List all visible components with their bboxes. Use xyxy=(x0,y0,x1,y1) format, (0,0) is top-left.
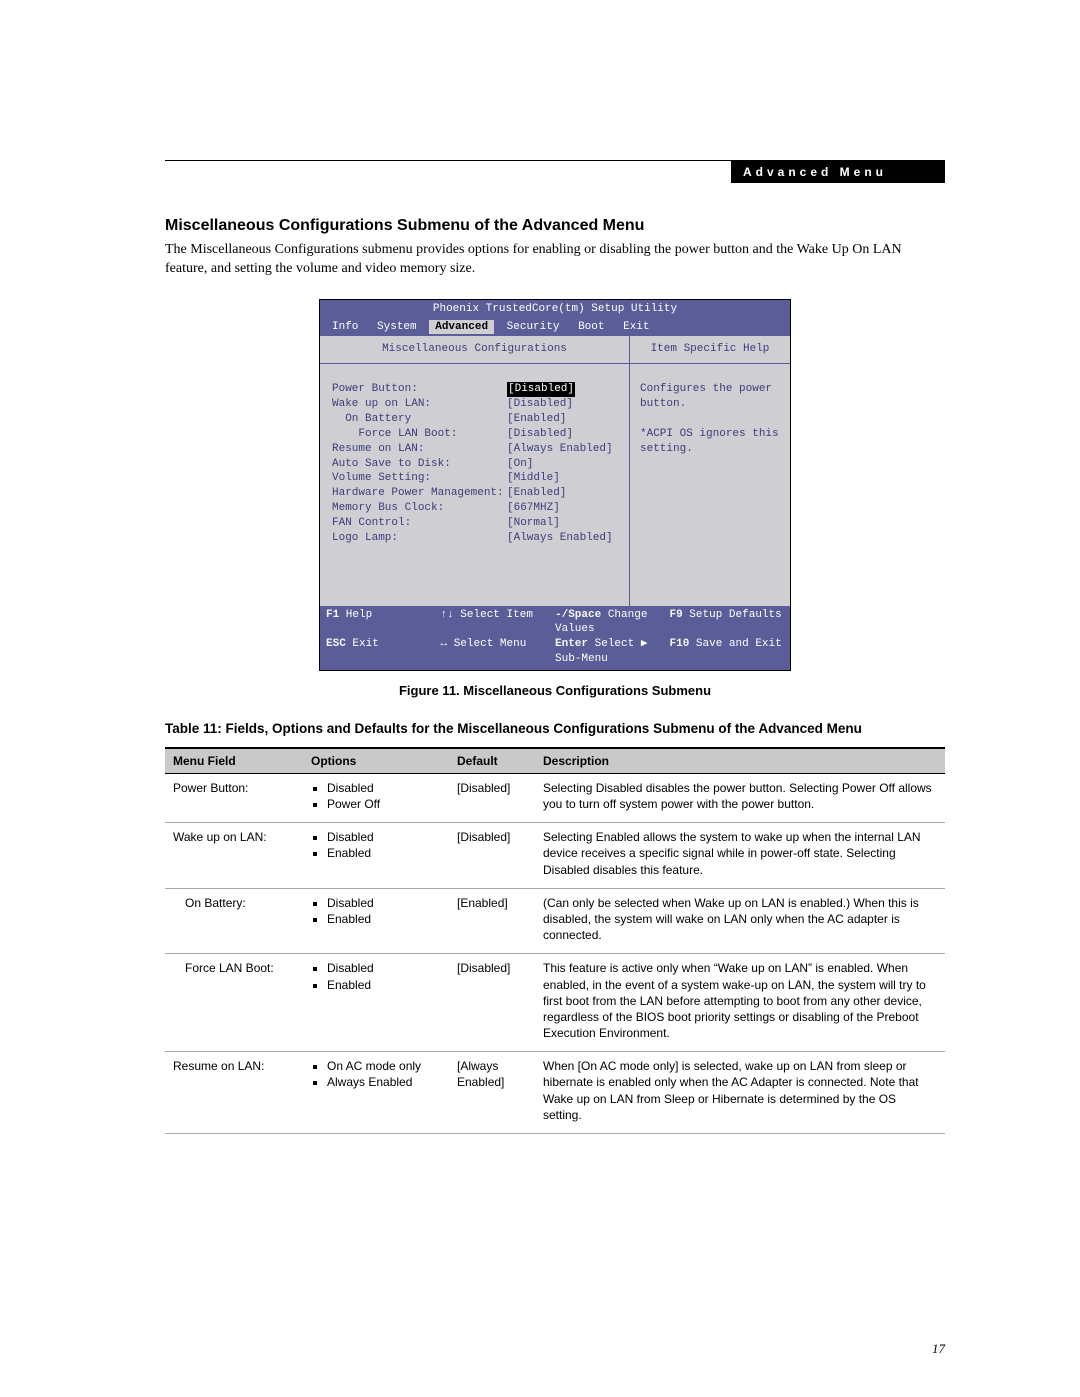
field-cell: Power Button: xyxy=(165,773,303,822)
bios-setting-value: [On] xyxy=(507,457,533,472)
bios-setting-value: [Disabled] xyxy=(507,397,573,412)
bios-setting-label: FAN Control: xyxy=(332,516,507,531)
bios-menu-tab: Security xyxy=(501,320,566,335)
bios-setting-label: Volume Setting: xyxy=(332,471,507,486)
option-item: Disabled xyxy=(327,960,441,976)
bios-title: Phoenix TrustedCore(tm) Setup Utility xyxy=(320,300,790,319)
bios-setting-value: [Always Enabled] xyxy=(507,442,613,457)
bios-setting-value: [Disabled] xyxy=(507,382,575,397)
default-cell: [Disabled] xyxy=(449,773,535,822)
bios-help-text: Configures the power button. *ACPI OS ig… xyxy=(630,364,790,466)
table-row: Force LAN Boot:DisabledEnabled[Disabled]… xyxy=(165,954,945,1052)
bios-setting-value: [Always Enabled] xyxy=(507,531,613,546)
option-item: Enabled xyxy=(327,845,441,861)
header-band: Advanced Menu xyxy=(731,161,945,183)
bios-left-title: Miscellaneous Configurations xyxy=(320,336,629,364)
bios-menubar: Info System Advanced Security Boot Exit xyxy=(320,319,790,337)
bios-setting-value: [Enabled] xyxy=(507,486,566,501)
table-row: On Battery:DisabledEnabled[Enabled](Can … xyxy=(165,888,945,954)
option-item: Always Enabled xyxy=(327,1074,441,1090)
table-row: Power Button:DisabledPower Off[Disabled]… xyxy=(165,773,945,822)
bios-setting-label: Force LAN Boot: xyxy=(332,427,507,442)
option-item: Power Off xyxy=(327,796,441,812)
bios-footer-row: F1 Help↑↓ Select Item-/Space Change Valu… xyxy=(326,608,784,638)
default-cell: [Always Enabled] xyxy=(449,1052,535,1134)
bios-setting-label: Hardware Power Management: xyxy=(332,486,507,501)
options-table: Menu FieldOptionsDefaultDescription Powe… xyxy=(165,747,945,1134)
description-cell: (Can only be selected when Wake up on LA… xyxy=(535,888,945,954)
bios-screenshot: Phoenix TrustedCore(tm) Setup Utility In… xyxy=(319,299,791,671)
bios-setting-value: [Middle] xyxy=(507,471,560,486)
bios-footer-row: ESC Exit↔ Select MenuEnter Select ▶ Sub-… xyxy=(326,637,784,667)
bios-menu-tab: Info xyxy=(326,320,364,335)
description-cell: This feature is active only when “Wake u… xyxy=(535,954,945,1052)
table-header-cell: Menu Field xyxy=(165,748,303,774)
bios-menu-tab: System xyxy=(371,320,423,335)
option-item: Disabled xyxy=(327,829,441,845)
options-cell: DisabledEnabled xyxy=(303,888,449,954)
default-cell: [Disabled] xyxy=(449,954,535,1052)
bios-setting-label: On Battery xyxy=(332,412,507,427)
bios-setting-label: Wake up on LAN: xyxy=(332,397,507,412)
bios-setting-value: [667MHZ] xyxy=(507,501,560,516)
figure-caption: Figure 11. Miscellaneous Configurations … xyxy=(165,683,945,698)
bios-footer: F1 Help↑↓ Select Item-/Space Change Valu… xyxy=(320,606,790,670)
table-header-cell: Default xyxy=(449,748,535,774)
bios-right-title: Item Specific Help xyxy=(630,336,790,364)
bios-menu-tab: Boot xyxy=(572,320,610,335)
table-caption: Table 11: Fields, Options and Defaults f… xyxy=(165,720,945,739)
default-cell: [Enabled] xyxy=(449,888,535,954)
table-header-cell: Description xyxy=(535,748,945,774)
section-heading: Miscellaneous Configurations Submenu of … xyxy=(165,217,945,235)
bios-setting-value: [Enabled] xyxy=(507,412,566,427)
bios-setting-label: Logo Lamp: xyxy=(332,531,507,546)
field-cell: On Battery: xyxy=(165,888,303,954)
description-cell: When [On AC mode only] is selected, wake… xyxy=(535,1052,945,1134)
field-cell: Resume on LAN: xyxy=(165,1052,303,1134)
options-cell: DisabledEnabled xyxy=(303,954,449,1052)
bios-setting-label: Memory Bus Clock: xyxy=(332,501,507,516)
default-cell: [Disabled] xyxy=(449,823,535,889)
bios-setting-value: [Normal] xyxy=(507,516,560,531)
option-item: On AC mode only xyxy=(327,1058,441,1074)
description-cell: Selecting Enabled allows the system to w… xyxy=(535,823,945,889)
bios-setting-label: Power Button: xyxy=(332,382,507,397)
intro-paragraph: The Miscellaneous Configurations submenu… xyxy=(165,241,945,279)
bios-setting-label: Resume on LAN: xyxy=(332,442,507,457)
page-number: 17 xyxy=(932,1341,945,1357)
options-cell: DisabledEnabled xyxy=(303,823,449,889)
table-row: Wake up on LAN:DisabledEnabled[Disabled]… xyxy=(165,823,945,889)
bios-setting-label: Auto Save to Disk: xyxy=(332,457,507,472)
field-cell: Wake up on LAN: xyxy=(165,823,303,889)
options-cell: On AC mode onlyAlways Enabled xyxy=(303,1052,449,1134)
option-item: Disabled xyxy=(327,780,441,796)
bios-setting-value: [Disabled] xyxy=(507,427,573,442)
bios-menu-tab: Advanced xyxy=(429,320,494,335)
options-cell: DisabledPower Off xyxy=(303,773,449,822)
option-item: Disabled xyxy=(327,895,441,911)
option-item: Enabled xyxy=(327,977,441,993)
bios-menu-tab: Exit xyxy=(617,320,655,335)
field-cell: Force LAN Boot: xyxy=(165,954,303,1052)
table-row: Resume on LAN:On AC mode onlyAlways Enab… xyxy=(165,1052,945,1134)
description-cell: Selecting Disabled disables the power bu… xyxy=(535,773,945,822)
bios-settings-list: Power Button:[Disabled]Wake up on LAN:[D… xyxy=(320,364,629,605)
option-item: Enabled xyxy=(327,911,441,927)
table-header-cell: Options xyxy=(303,748,449,774)
